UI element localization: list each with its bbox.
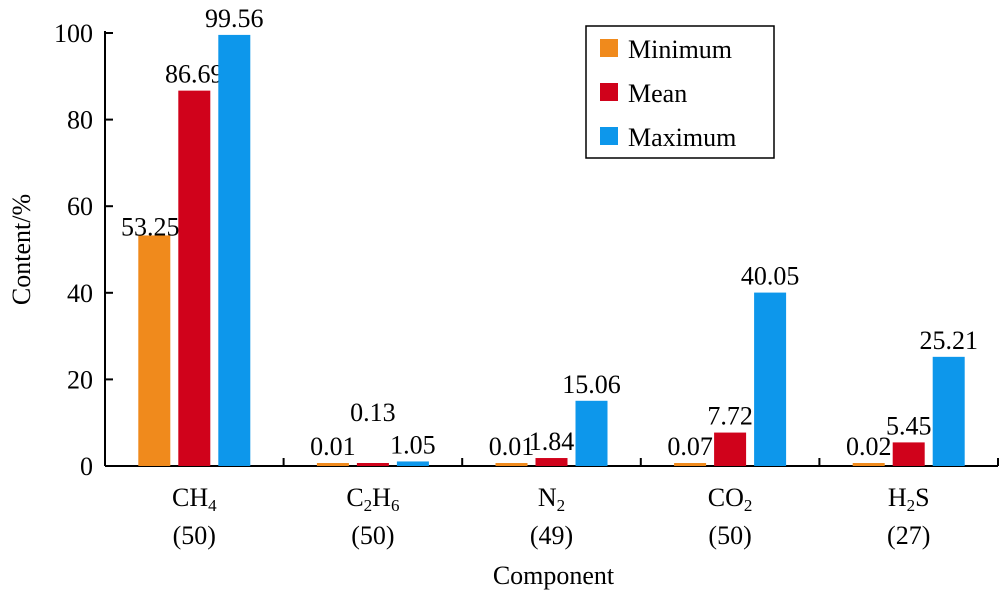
bar-mean (892, 442, 925, 466)
x-category-label: CO2 (708, 483, 753, 515)
x-category-label: H2S (888, 483, 930, 515)
bar-minimum (852, 463, 885, 466)
category-text: CO (708, 483, 744, 512)
category-text: H (888, 483, 907, 512)
data-label-maximum: 25.21 (919, 326, 978, 355)
data-label-maximum: 15.06 (562, 370, 621, 399)
legend-swatch-maximum (600, 127, 618, 145)
data-label-minimum: 0.01 (489, 432, 535, 461)
y-tick-label: 100 (54, 19, 93, 48)
category-text: N (538, 483, 557, 512)
x-category-count: (50) (173, 521, 216, 550)
bar-minimum (138, 235, 171, 466)
y-tick-label: 60 (67, 192, 93, 221)
x-category-label: C2H6 (346, 483, 399, 515)
bar-maximum (218, 34, 251, 466)
y-tick-label: 0 (80, 452, 93, 481)
category-subscript: 6 (391, 496, 400, 515)
data-label-mean: 1.84 (529, 427, 575, 456)
y-tick-label: 80 (67, 106, 93, 135)
x-category-label: CH4 (172, 483, 217, 515)
data-label-mean: 7.72 (707, 402, 753, 431)
bar-maximum (932, 356, 965, 466)
bar-mean (356, 463, 389, 466)
category-subscript: 2 (907, 496, 916, 515)
legend-label-maximum: Maximum (628, 123, 736, 152)
data-label-maximum: 1.05 (390, 430, 436, 459)
y-tick-label: 20 (67, 365, 93, 394)
x-category-count: (49) (530, 521, 573, 550)
data-label-mean: 5.45 (886, 411, 932, 440)
data-label-minimum: 0.01 (310, 432, 356, 461)
category-text: H (372, 483, 391, 512)
legend-swatch-mean (600, 83, 618, 101)
bar-mean (178, 90, 211, 467)
category-subscript: 4 (208, 496, 217, 515)
data-label-mean: 0.13 (350, 398, 396, 427)
category-text: CH (172, 483, 208, 512)
bar-minimum (316, 463, 349, 466)
category-subscript: 2 (744, 496, 753, 515)
legend-swatch-minimum (600, 39, 618, 57)
bar-maximum (396, 461, 429, 466)
category-text: C (346, 483, 363, 512)
bar-maximum (575, 400, 608, 466)
y-tick-label: 40 (67, 279, 93, 308)
bar-minimum (495, 463, 528, 466)
category-subscript: 2 (364, 496, 373, 515)
data-label-maximum: 99.56 (205, 4, 264, 33)
x-category-count: (27) (887, 521, 930, 550)
data-label-minimum: 0.07 (667, 432, 713, 461)
legend: Minimum Mean Maximum (585, 25, 775, 159)
x-category-count: (50) (351, 521, 394, 550)
legend-label-mean: Mean (628, 79, 687, 108)
data-label-minimum: 53.25 (121, 212, 180, 241)
x-category-label: N2 (538, 483, 565, 515)
bar-maximum (754, 292, 787, 466)
data-label-maximum: 40.05 (741, 262, 800, 291)
legend-label-minimum: Minimum (628, 35, 732, 64)
x-axis-title: Component (493, 561, 615, 590)
category-subscript: 2 (557, 496, 566, 515)
bar-mean (535, 458, 568, 466)
bar-mean (714, 432, 747, 466)
x-category-count: (50) (708, 521, 751, 550)
bar-minimum (674, 463, 707, 466)
category-text: S (915, 483, 929, 512)
y-axis-title: Content/% (7, 194, 36, 305)
data-label-mean: 86.69 (165, 60, 224, 89)
data-label-minimum: 0.02 (846, 432, 892, 461)
